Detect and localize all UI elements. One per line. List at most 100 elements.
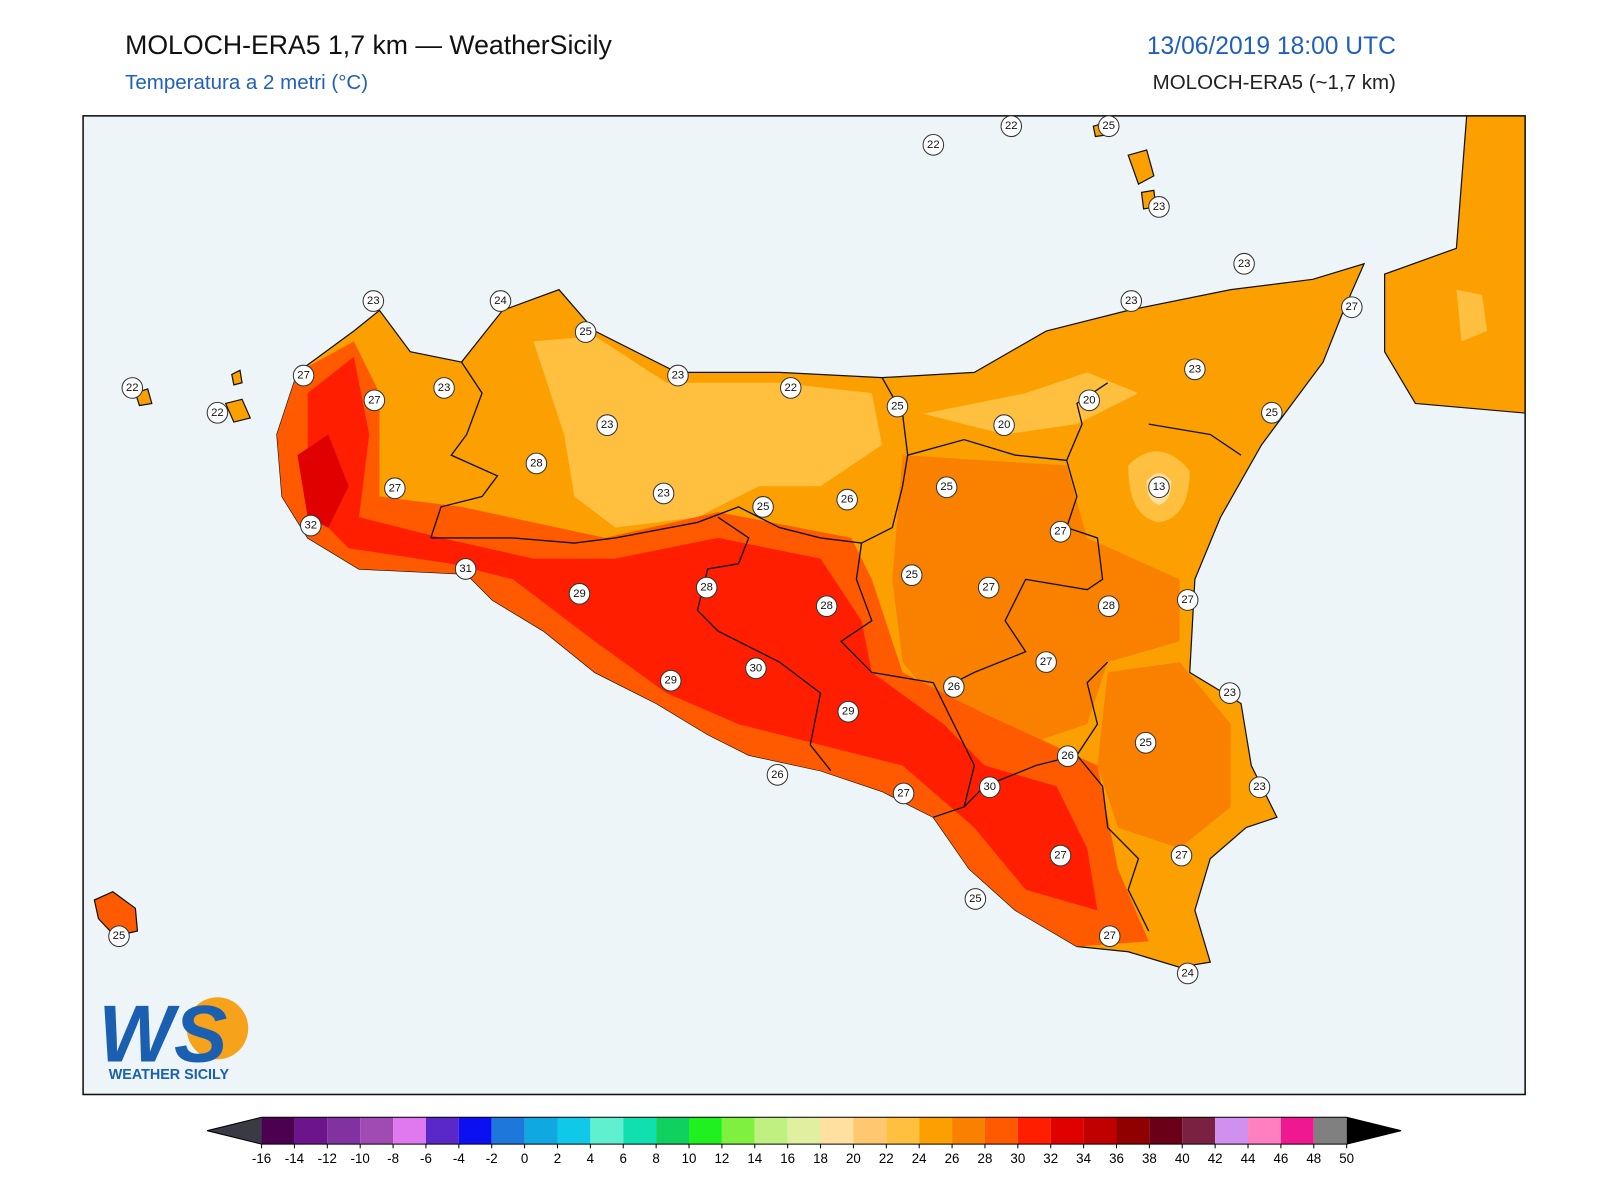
- temperature-zone: [231, 369, 243, 386]
- station: 23: [1184, 358, 1206, 381]
- station: 27: [363, 389, 386, 412]
- land: [93, 115, 1526, 968]
- station-marker: [886, 395, 909, 418]
- colorbar-swatch: [491, 1117, 525, 1145]
- station-marker: [1233, 252, 1255, 275]
- station: 23: [433, 377, 455, 399]
- colorbar-tick-label: 30: [1010, 1151, 1025, 1166]
- station: 22: [1000, 115, 1023, 138]
- subtitle: Temperatura a 2 metri (°C): [125, 71, 368, 94]
- colorbar-swatch: [919, 1117, 953, 1145]
- border: [1148, 423, 1242, 456]
- station: 25: [1261, 401, 1283, 424]
- station-value: 28: [820, 600, 833, 612]
- station: 27: [892, 782, 915, 805]
- station-marker: [292, 364, 315, 387]
- station: 23: [1148, 196, 1170, 218]
- station: 23: [362, 290, 385, 312]
- station-value: 23: [601, 419, 614, 431]
- colorbar-over: [1346, 1117, 1402, 1145]
- station-marker: [1000, 115, 1023, 138]
- station: 29: [568, 582, 591, 605]
- colorbar-swatch: [1116, 1117, 1150, 1145]
- colorbar-tick-label: -2: [486, 1151, 498, 1166]
- colorbar-tick-label: 10: [682, 1151, 697, 1166]
- temperature-zone: [892, 455, 1180, 745]
- border: [696, 516, 832, 772]
- colorbar-tick-label: 18: [813, 1151, 828, 1166]
- colorbar-swatch: [1017, 1117, 1051, 1145]
- station-marker: [667, 364, 689, 387]
- station-marker: [977, 576, 1000, 599]
- station-value: 25: [906, 569, 919, 581]
- logo-sun: [186, 997, 249, 1060]
- colorbar-tick-label: 8: [652, 1151, 659, 1166]
- station-marker: [299, 514, 322, 537]
- colorbar-swatch: [425, 1117, 459, 1145]
- colorbar-swatch: [1280, 1117, 1314, 1145]
- station-value: 23: [1189, 363, 1202, 375]
- station: 27: [384, 477, 406, 500]
- temperature-zone: [224, 398, 252, 423]
- station-value: 27: [1346, 301, 1359, 313]
- station-value: 27: [982, 582, 995, 594]
- temperature-zone: [923, 372, 1139, 435]
- station-value: 23: [672, 369, 685, 381]
- station-marker: [1098, 925, 1121, 948]
- border: [1076, 754, 1150, 932]
- station-value: 23: [1223, 687, 1236, 699]
- station-marker: [362, 290, 385, 312]
- station-value: 27: [1181, 594, 1194, 606]
- station: 25: [752, 496, 774, 518]
- station-marker: [1176, 589, 1199, 611]
- station-marker: [1078, 389, 1100, 412]
- station: 26: [1056, 745, 1079, 768]
- landmass: [1384, 115, 1526, 414]
- station-marker: [836, 488, 858, 511]
- station-value: 23: [1125, 295, 1138, 307]
- station-marker: [901, 564, 923, 587]
- border: [430, 377, 909, 544]
- station-marker: [108, 925, 130, 948]
- station: 25: [935, 476, 958, 499]
- station-value: 25: [113, 930, 126, 942]
- station-marker: [1170, 844, 1193, 867]
- station: 29: [837, 700, 859, 723]
- logo-name: WEATHER SICILY: [109, 1067, 230, 1083]
- station-value: 23: [1238, 258, 1251, 270]
- station: 22: [206, 401, 229, 424]
- station-value: 26: [948, 681, 961, 693]
- station-value: 23: [1253, 781, 1266, 793]
- station-marker: [935, 476, 958, 499]
- station-marker: [1035, 651, 1057, 673]
- station: 23: [667, 364, 689, 387]
- station: 27: [1098, 925, 1121, 948]
- station-marker: [206, 401, 229, 424]
- map-frame: [82, 115, 1526, 1096]
- station: 23: [1218, 682, 1241, 704]
- colorbar-swatch: [1083, 1117, 1117, 1145]
- station: 22: [780, 377, 802, 399]
- colorbar: -16 -14 -12 -10 -8 -6 -4 -2 0 2 4 6 8 10 12 14 16 18 20 22 2…: [207, 1116, 1402, 1166]
- station-value: 25: [579, 326, 592, 338]
- station-marker: [1049, 844, 1072, 867]
- station-value: 30: [750, 662, 763, 674]
- station: 25: [901, 564, 923, 587]
- colorbar-tick-label: 12: [714, 1151, 729, 1166]
- colorbar-swatch: [1149, 1117, 1183, 1145]
- station: 29: [660, 669, 682, 692]
- station-value: 27: [1175, 849, 1188, 861]
- station: 27: [977, 576, 1000, 599]
- colorbar-tick-label: 14: [747, 1151, 762, 1166]
- station-value: 29: [842, 706, 855, 718]
- station-marker: [922, 133, 945, 156]
- station: 25: [1134, 731, 1157, 754]
- station-value: 31: [459, 563, 472, 575]
- colorbar-swatch: [294, 1117, 328, 1145]
- colorbar-swatch: [261, 1117, 295, 1145]
- station-value: 23: [657, 487, 670, 499]
- colorbar-swatch: [820, 1117, 854, 1145]
- station-marker: [660, 669, 682, 692]
- station-value: 25: [1102, 120, 1115, 132]
